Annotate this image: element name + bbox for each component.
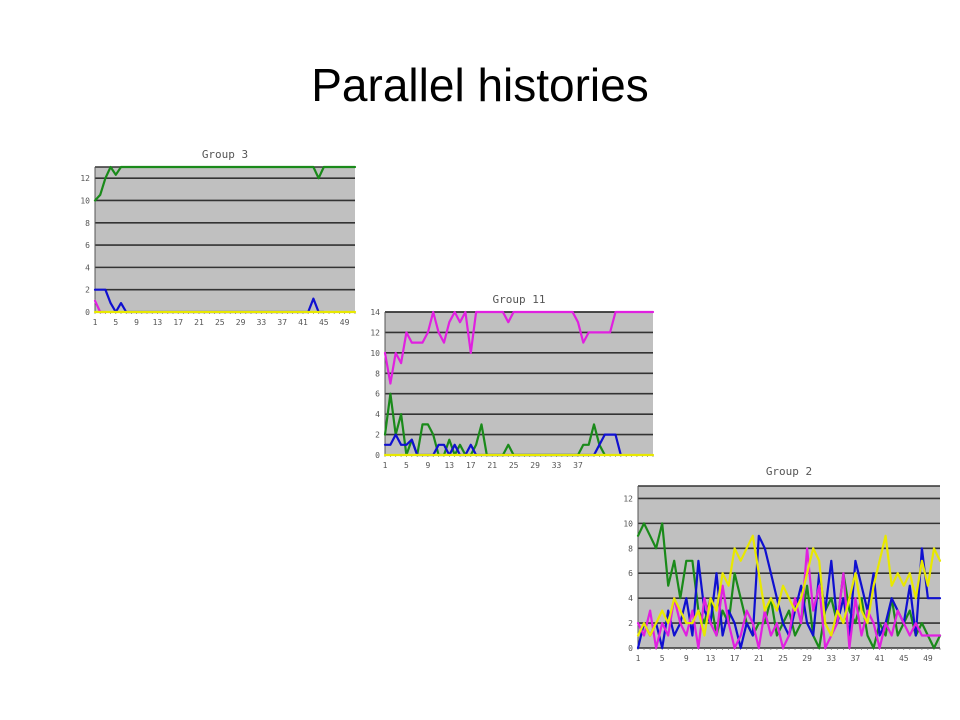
x-tick-label: 49 [340,318,350,327]
x-tick-label: 25 [215,318,225,327]
series-line-0 [93,165,357,202]
x-tick-label: 37 [851,654,861,663]
x-tick-label: 41 [298,318,308,327]
slide-title: Parallel histories [311,59,649,111]
series-line-1 [93,288,325,314]
x-tick-label: 25 [509,461,519,470]
x-tick-label: 5 [660,654,665,663]
chart-title: Group 11 [493,293,546,306]
chart-title: Group 3 [202,148,248,161]
x-tick-label: 5 [404,461,409,470]
chart-group-3-svg: Group 3 0 2 4 6 8 10 12 1 5 9 13 17 21 25 29 33 37 41 45 49 [80,148,357,327]
x-tick-label: 45 [899,654,909,663]
x-tick-label: 17 [730,654,740,663]
y-tick-label: 6 [628,569,633,578]
x-tick-label: 33 [257,318,267,327]
plot-area [95,167,355,312]
x-tick-label: 41 [875,654,885,663]
x-tick-label: 21 [487,461,497,470]
y-tick-label: 2 [375,431,380,440]
y-tick-label: 4 [85,263,90,272]
y-tick-label: 2 [85,286,90,295]
x-tick-label: 29 [530,461,540,470]
chart-group-2-svg: Group 2 0 2 4 6 8 10 12 1 5 9 13 17 21 25 29 33 37 41 45 49 [623,465,942,663]
x-tick-label: 9 [134,318,139,327]
x-tick-label: 33 [826,654,836,663]
y-tick-label: 0 [85,308,90,317]
y-tick-label: 0 [628,644,633,653]
series-line-2 [636,547,942,650]
x-tick-label: 29 [802,654,812,663]
x-tick-label: 1 [636,654,641,663]
plot-area [385,312,653,455]
y-tick-label: 12 [370,328,380,337]
chart-group-11-svg: Group 11 0 2 4 6 8 10 12 14 1 5 9 13 17 21 25 29 33 37 [370,293,655,470]
x-tick-label: 25 [778,654,788,663]
y-tick-label: 2 [628,619,633,628]
x-tick-label: 17 [173,318,183,327]
x-tick-label: 13 [706,654,716,663]
chart-title: Group 2 [766,465,812,478]
x-tick-label: 1 [93,318,98,327]
y-tick-label: 10 [623,519,633,528]
y-tick-label: 6 [375,390,380,399]
x-tick-label: 21 [754,654,764,663]
y-tick-label: 8 [85,219,90,228]
x-tick-label: 49 [923,654,933,663]
x-tick-label: 17 [466,461,476,470]
x-tick-label: 45 [319,318,329,327]
x-tick-label: 37 [277,318,287,327]
x-tick-label: 29 [236,318,246,327]
x-tick-label: 9 [425,461,430,470]
y-tick-label: 6 [85,241,90,250]
series-line-2 [383,433,622,457]
x-tick-label: 37 [573,461,583,470]
x-tick-label: 33 [552,461,562,470]
y-tick-label: 8 [628,544,633,553]
y-tick-label: 8 [375,369,380,378]
x-tick-label: 1 [383,461,388,470]
y-tick-label: 4 [628,594,633,603]
y-tick-label: 12 [80,174,90,183]
y-tick-label: 10 [370,349,380,358]
y-tick-label: 4 [375,410,380,419]
chart-group-11: Group 11 0 2 4 6 8 10 12 14 1 5 9 13 17 21 25 29 33 37 [355,290,665,485]
y-tick-label: 12 [623,494,633,503]
x-tick-label: 5 [113,318,118,327]
series-line-0 [383,310,655,385]
y-tick-label: 14 [370,308,380,317]
x-tick-label: 13 [444,461,454,470]
x-tick-label: 13 [153,318,163,327]
x-tick-label: 9 [684,654,689,663]
x-tick-label: 21 [194,318,204,327]
series-line-3 [636,534,942,637]
y-tick-label: 10 [80,196,90,205]
y-tick-label: 0 [375,451,380,460]
chart-group-2: Group 2 0 2 4 6 8 10 12 1 5 9 13 17 21 25 29 33 37 41 45 49 [600,462,950,682]
chart-group-3: Group 3 0 2 4 6 8 10 12 1 5 9 13 17 21 25 29 33 37 41 45 49 [60,145,370,335]
